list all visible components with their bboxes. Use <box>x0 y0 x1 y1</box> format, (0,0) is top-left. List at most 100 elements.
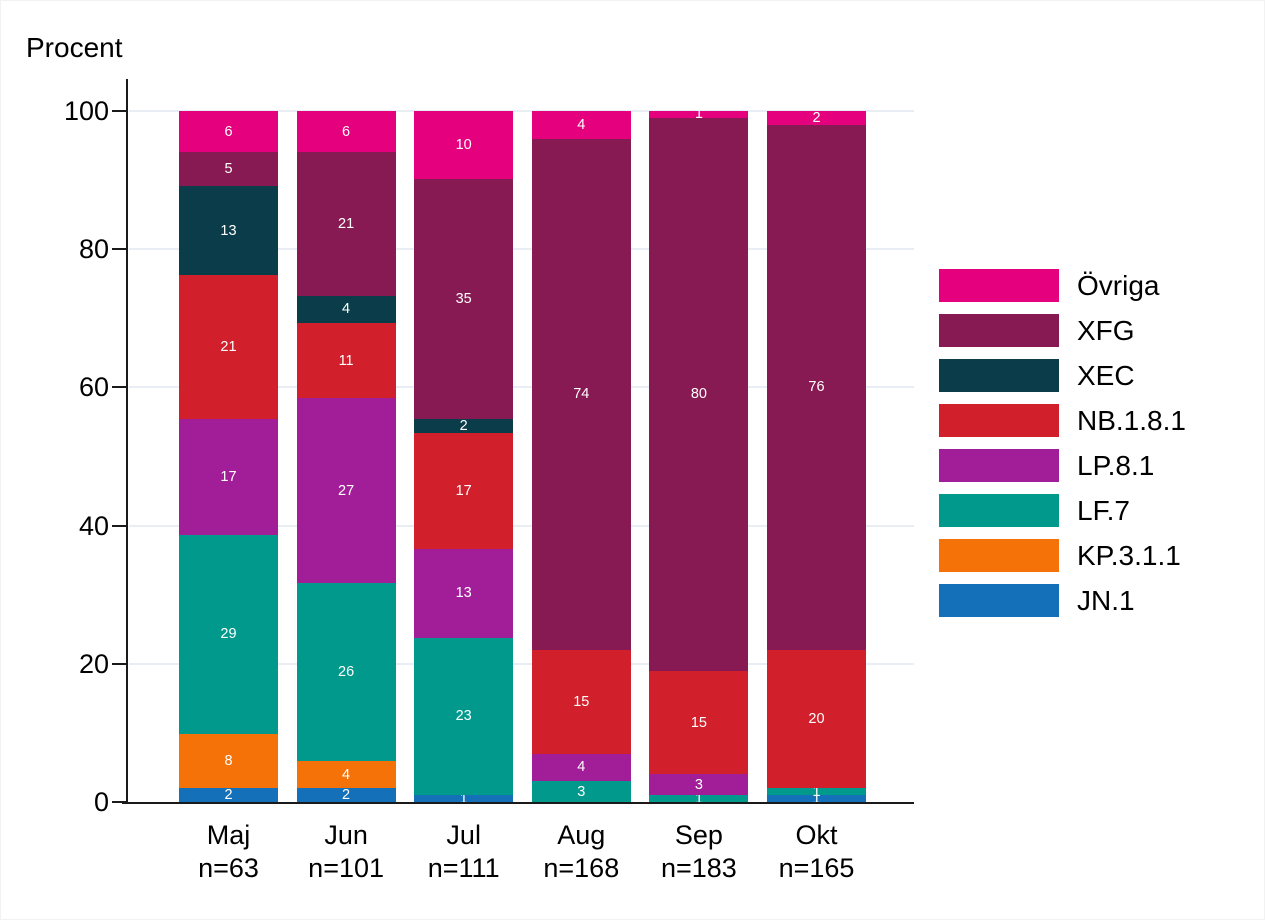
y-axis-title: Procent <box>26 32 123 63</box>
bar-segment-jun-xec <box>296 295 396 324</box>
bar-segment-aug-övriga <box>531 111 631 139</box>
legend-item-övriga: Övriga <box>939 269 1186 302</box>
legend-label: LF.7 <box>1077 494 1130 526</box>
bar-segment-maj-övriga <box>179 111 278 153</box>
bar-segment-maj-lp.8.1 <box>179 418 278 536</box>
bar-segment-okt-nb.1.8.1 <box>767 649 866 789</box>
legend-swatch <box>939 449 1059 482</box>
legend-label: XFG <box>1077 314 1135 346</box>
bar-segment-okt-övriga <box>767 111 866 125</box>
y-tick-mark-40 <box>112 524 126 527</box>
x-category-label-jun: Jun n=101 <box>276 819 416 885</box>
bar-segment-sep-övriga <box>649 111 749 118</box>
y-tick-mark-20 <box>112 662 126 665</box>
bar-segment-okt-xfg <box>767 124 866 650</box>
x-category-label-maj: Maj n=63 <box>159 819 299 885</box>
category-n-label: n=183 <box>660 853 737 883</box>
category-month-label: Okt <box>795 820 838 850</box>
legend-swatch <box>939 494 1059 527</box>
y-tick-mark-80 <box>112 248 126 251</box>
y-tick-label-40: 40 <box>78 510 109 541</box>
bar-segment-jul-övriga <box>414 111 514 180</box>
category-month-label: Jun <box>324 820 368 850</box>
y-tick-label-20: 20 <box>78 648 109 679</box>
y-tick-label-80: 80 <box>78 234 109 265</box>
category-month-label: Sep <box>674 820 723 850</box>
bar-segment-jun-lf.7 <box>296 583 396 761</box>
gridline-20 <box>129 662 914 665</box>
bar-segment-maj-xfg <box>179 152 278 187</box>
bar-segment-sep-lp.8.1 <box>649 774 749 796</box>
y-tick-label-0: 0 <box>93 787 109 817</box>
bar-segment-jul-xec <box>414 418 514 433</box>
bar-segment-sep-lf.7 <box>649 795 749 802</box>
y-axis-line <box>126 79 128 804</box>
legend-swatch <box>939 584 1059 617</box>
bar-segment-aug-xfg <box>531 138 631 650</box>
x-category-label-jul: Jul n=111 <box>394 819 534 885</box>
bar-segment-jun-lp.8.1 <box>296 398 396 584</box>
bar-segment-okt-lf.7 <box>767 788 866 796</box>
legend-item-kp.3.1.1: KP.3.1.1 <box>939 539 1186 572</box>
y-tick-mark-100 <box>112 110 126 112</box>
bar-segment-jul-lp.8.1 <box>414 548 514 638</box>
bar-segment-maj-kp.3.1.1 <box>179 733 278 789</box>
x-category-label-sep: Sep n=183 <box>629 819 769 885</box>
y-tick-mark-60 <box>112 386 126 389</box>
bar-segment-sep-nb.1.8.1 <box>649 670 749 775</box>
gridline-60 <box>129 386 914 389</box>
y-tick-label-60: 60 <box>78 372 109 403</box>
x-category-label-okt: Okt n=165 <box>747 819 887 885</box>
category-month-label: Aug <box>557 820 606 850</box>
legend-label: JN.1 <box>1077 584 1135 616</box>
bar-segment-jun-nb.1.8.1 <box>296 323 396 399</box>
category-n-label: n=168 <box>543 853 620 883</box>
legend-swatch <box>939 404 1059 437</box>
legend-item-xfg: XFG <box>939 314 1186 347</box>
bar-segment-jul-jn.1 <box>414 795 514 802</box>
x-axis-line <box>122 802 914 804</box>
legend: Övriga XFG XEC NB.1.8.1 LP.8.1 LF.7 KP.3.1.1 JN… <box>939 269 1186 629</box>
category-n-label: n=63 <box>198 853 259 883</box>
bar-segment-maj-xec <box>179 186 278 276</box>
legend-label: Övriga <box>1077 269 1160 301</box>
legend-label: NB.1.8.1 <box>1077 404 1186 436</box>
legend-item-jn.1: JN.1 <box>939 584 1186 617</box>
bar-segment-jun-jn.1 <box>296 788 396 802</box>
bar-segment-aug-lf.7 <box>531 781 631 802</box>
bar-segment-aug-nb.1.8.1 <box>531 649 631 754</box>
bar-segment-maj-jn.1 <box>179 788 278 802</box>
legend-label: KP.3.1.1 <box>1077 539 1181 571</box>
gridline-100 <box>129 110 914 112</box>
category-month-label: Jul <box>446 820 481 850</box>
category-n-label: n=165 <box>778 853 855 883</box>
legend-swatch <box>939 314 1059 347</box>
bar-segment-jun-övriga <box>296 111 396 153</box>
legend-item-xec: XEC <box>939 359 1186 392</box>
bar-segment-maj-lf.7 <box>179 535 278 734</box>
bar-segment-jul-nb.1.8.1 <box>414 432 514 549</box>
legend-item-lf.7: LF.7 <box>939 494 1186 527</box>
legend-label: XEC <box>1077 359 1135 391</box>
legend-swatch <box>939 359 1059 392</box>
bar-segment-sep-xfg <box>649 117 749 671</box>
bar-segment-jul-lf.7 <box>414 637 514 796</box>
legend-label: LP.8.1 <box>1077 449 1155 481</box>
category-n-label: n=111 <box>427 853 500 883</box>
category-n-label: n=101 <box>308 853 385 883</box>
bar-segment-jun-xfg <box>296 152 396 296</box>
category-month-label: Maj <box>206 820 251 850</box>
legend-item-lp.8.1: LP.8.1 <box>939 449 1186 482</box>
bar-segment-jun-kp.3.1.1 <box>296 760 396 789</box>
bar-segment-jul-xfg <box>414 179 514 419</box>
y-tick-label-100: 100 <box>63 96 109 126</box>
legend-swatch <box>939 269 1059 302</box>
bar-segment-okt-jn.1 <box>767 795 866 802</box>
gridline-40 <box>129 524 914 527</box>
y-tick-mark-0 <box>112 801 126 803</box>
legend-swatch <box>939 539 1059 572</box>
legend-item-nb.1.8.1: NB.1.8.1 <box>939 404 1186 437</box>
bar-segment-maj-nb.1.8.1 <box>179 275 278 419</box>
x-category-label-aug: Aug n=168 <box>511 819 651 885</box>
